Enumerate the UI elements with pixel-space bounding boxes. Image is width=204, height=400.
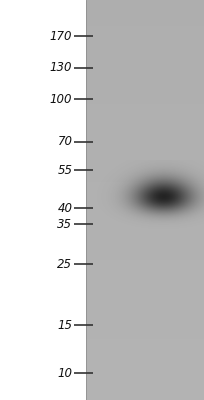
Text: 40: 40: [57, 202, 72, 215]
Text: 15: 15: [57, 319, 72, 332]
Text: 100: 100: [50, 93, 72, 106]
Text: 55: 55: [57, 164, 72, 177]
Text: 10: 10: [57, 367, 72, 380]
Text: 70: 70: [57, 135, 72, 148]
Text: 130: 130: [50, 62, 72, 74]
Text: 25: 25: [57, 258, 72, 271]
Text: 35: 35: [57, 218, 72, 231]
Text: 170: 170: [50, 30, 72, 42]
